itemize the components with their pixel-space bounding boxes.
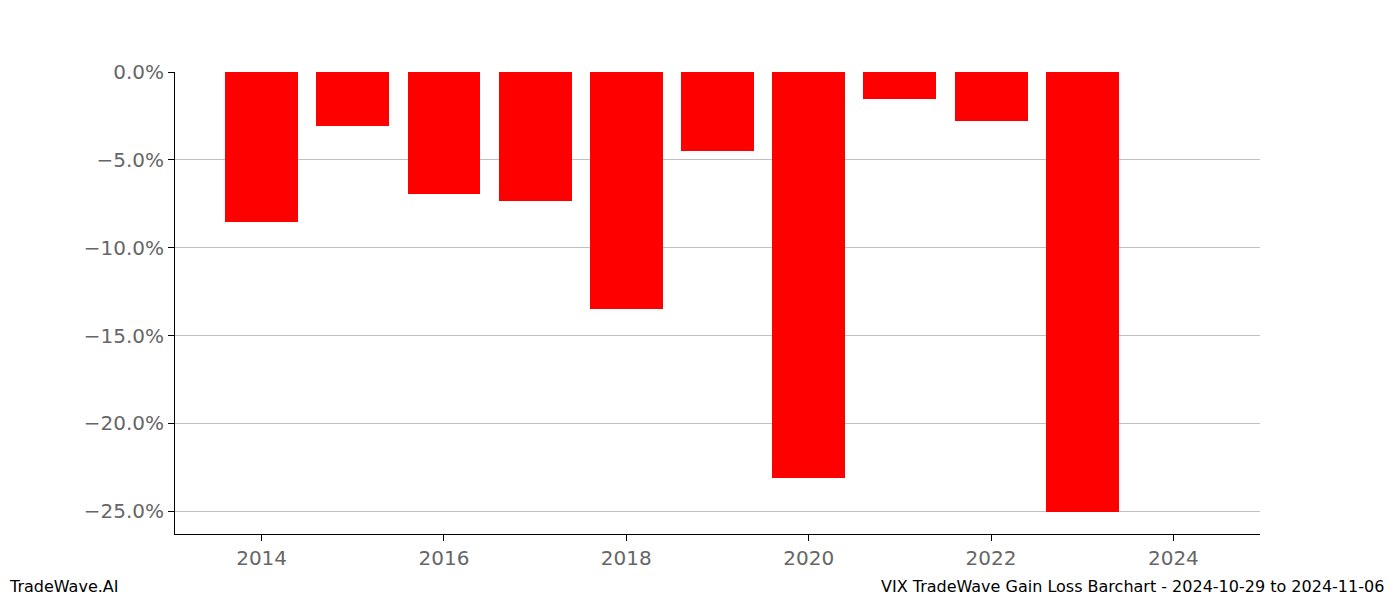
svg-text:−5.0%: −5.0% xyxy=(96,148,164,172)
svg-text:2022: 2022 xyxy=(966,546,1017,570)
svg-text:−10.0%: −10.0% xyxy=(84,236,164,260)
svg-text:2024: 2024 xyxy=(1148,546,1199,570)
svg-text:2016: 2016 xyxy=(419,546,470,570)
svg-text:−15.0%: −15.0% xyxy=(84,324,164,348)
svg-text:2020: 2020 xyxy=(783,546,834,570)
svg-text:−25.0%: −25.0% xyxy=(84,499,164,523)
svg-text:VIX TradeWave Gain Loss Barcha: VIX TradeWave Gain Loss Barchart - 2024-… xyxy=(881,577,1384,596)
svg-text:TradeWave.AI: TradeWave.AI xyxy=(9,577,118,596)
svg-text:2018: 2018 xyxy=(601,546,652,570)
svg-text:2014: 2014 xyxy=(236,546,287,570)
svg-text:0.0%: 0.0% xyxy=(113,60,164,84)
svg-text:−20.0%: −20.0% xyxy=(84,411,164,435)
